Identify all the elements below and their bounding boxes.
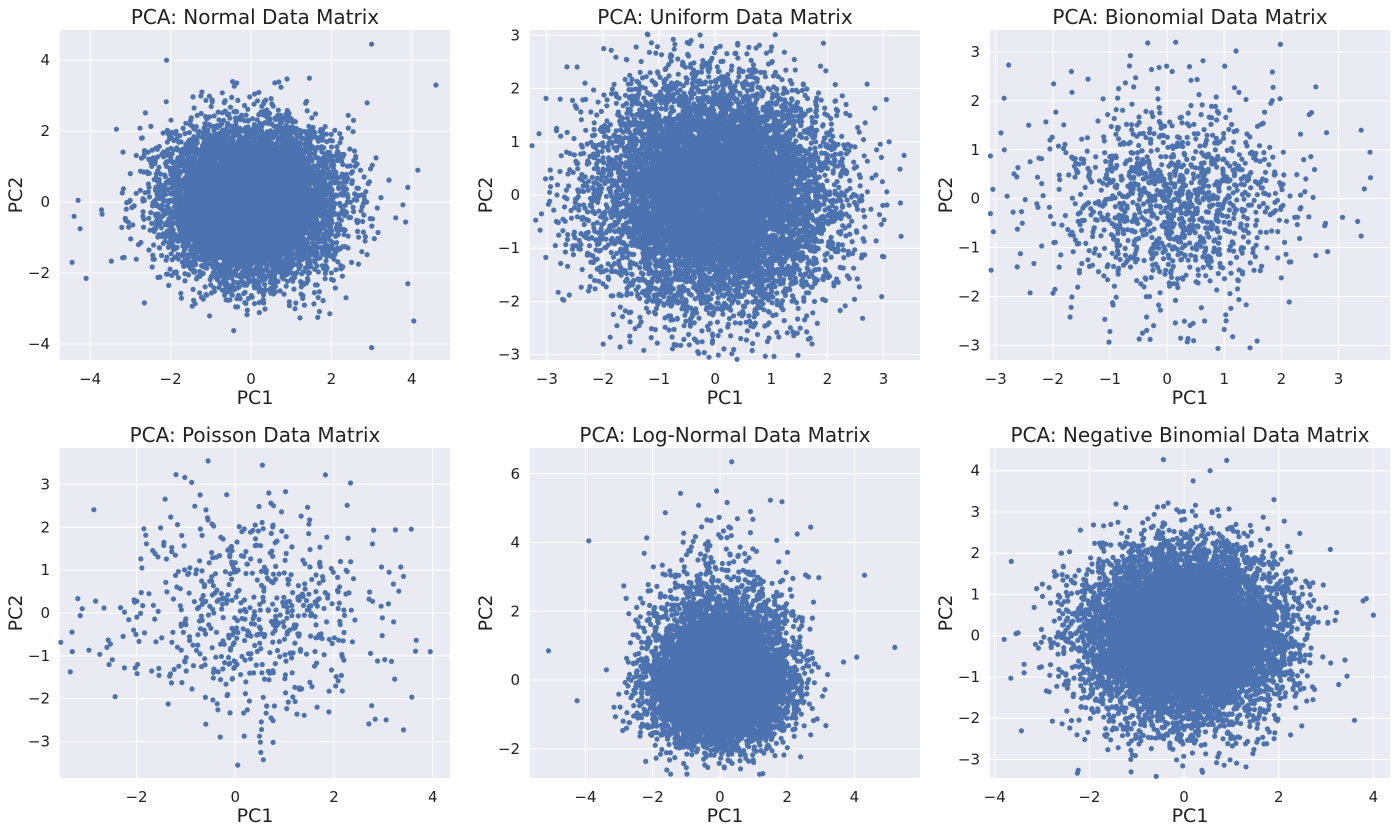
data-point [191, 298, 196, 303]
data-point [347, 146, 352, 151]
data-point [141, 225, 146, 230]
data-point [323, 276, 328, 281]
data-point [247, 94, 252, 99]
data-point [182, 131, 187, 136]
data-point [235, 98, 240, 103]
data-point [148, 210, 153, 215]
data-point [356, 262, 361, 267]
data-point [284, 76, 289, 81]
data-point [181, 126, 186, 131]
data-point [311, 301, 316, 306]
data-point [190, 94, 195, 99]
data-point [134, 153, 139, 158]
data-point [199, 295, 204, 300]
data-point [146, 247, 151, 252]
data-point [358, 168, 363, 173]
data-point [244, 312, 249, 317]
data-point [245, 308, 250, 313]
data-point [109, 259, 114, 264]
data-point [293, 300, 298, 305]
data-point [157, 144, 162, 149]
data-point [317, 289, 322, 294]
data-point [233, 115, 238, 120]
data-point [378, 195, 383, 200]
data-point [359, 249, 364, 254]
data-point [148, 124, 153, 129]
data-point [369, 224, 374, 229]
data-point [203, 98, 208, 103]
data-point [352, 148, 357, 153]
data-point [147, 194, 152, 199]
data-point [313, 111, 318, 116]
data-point [150, 264, 155, 269]
data-point [356, 235, 361, 240]
data-point [142, 300, 147, 305]
data-point [317, 309, 322, 314]
